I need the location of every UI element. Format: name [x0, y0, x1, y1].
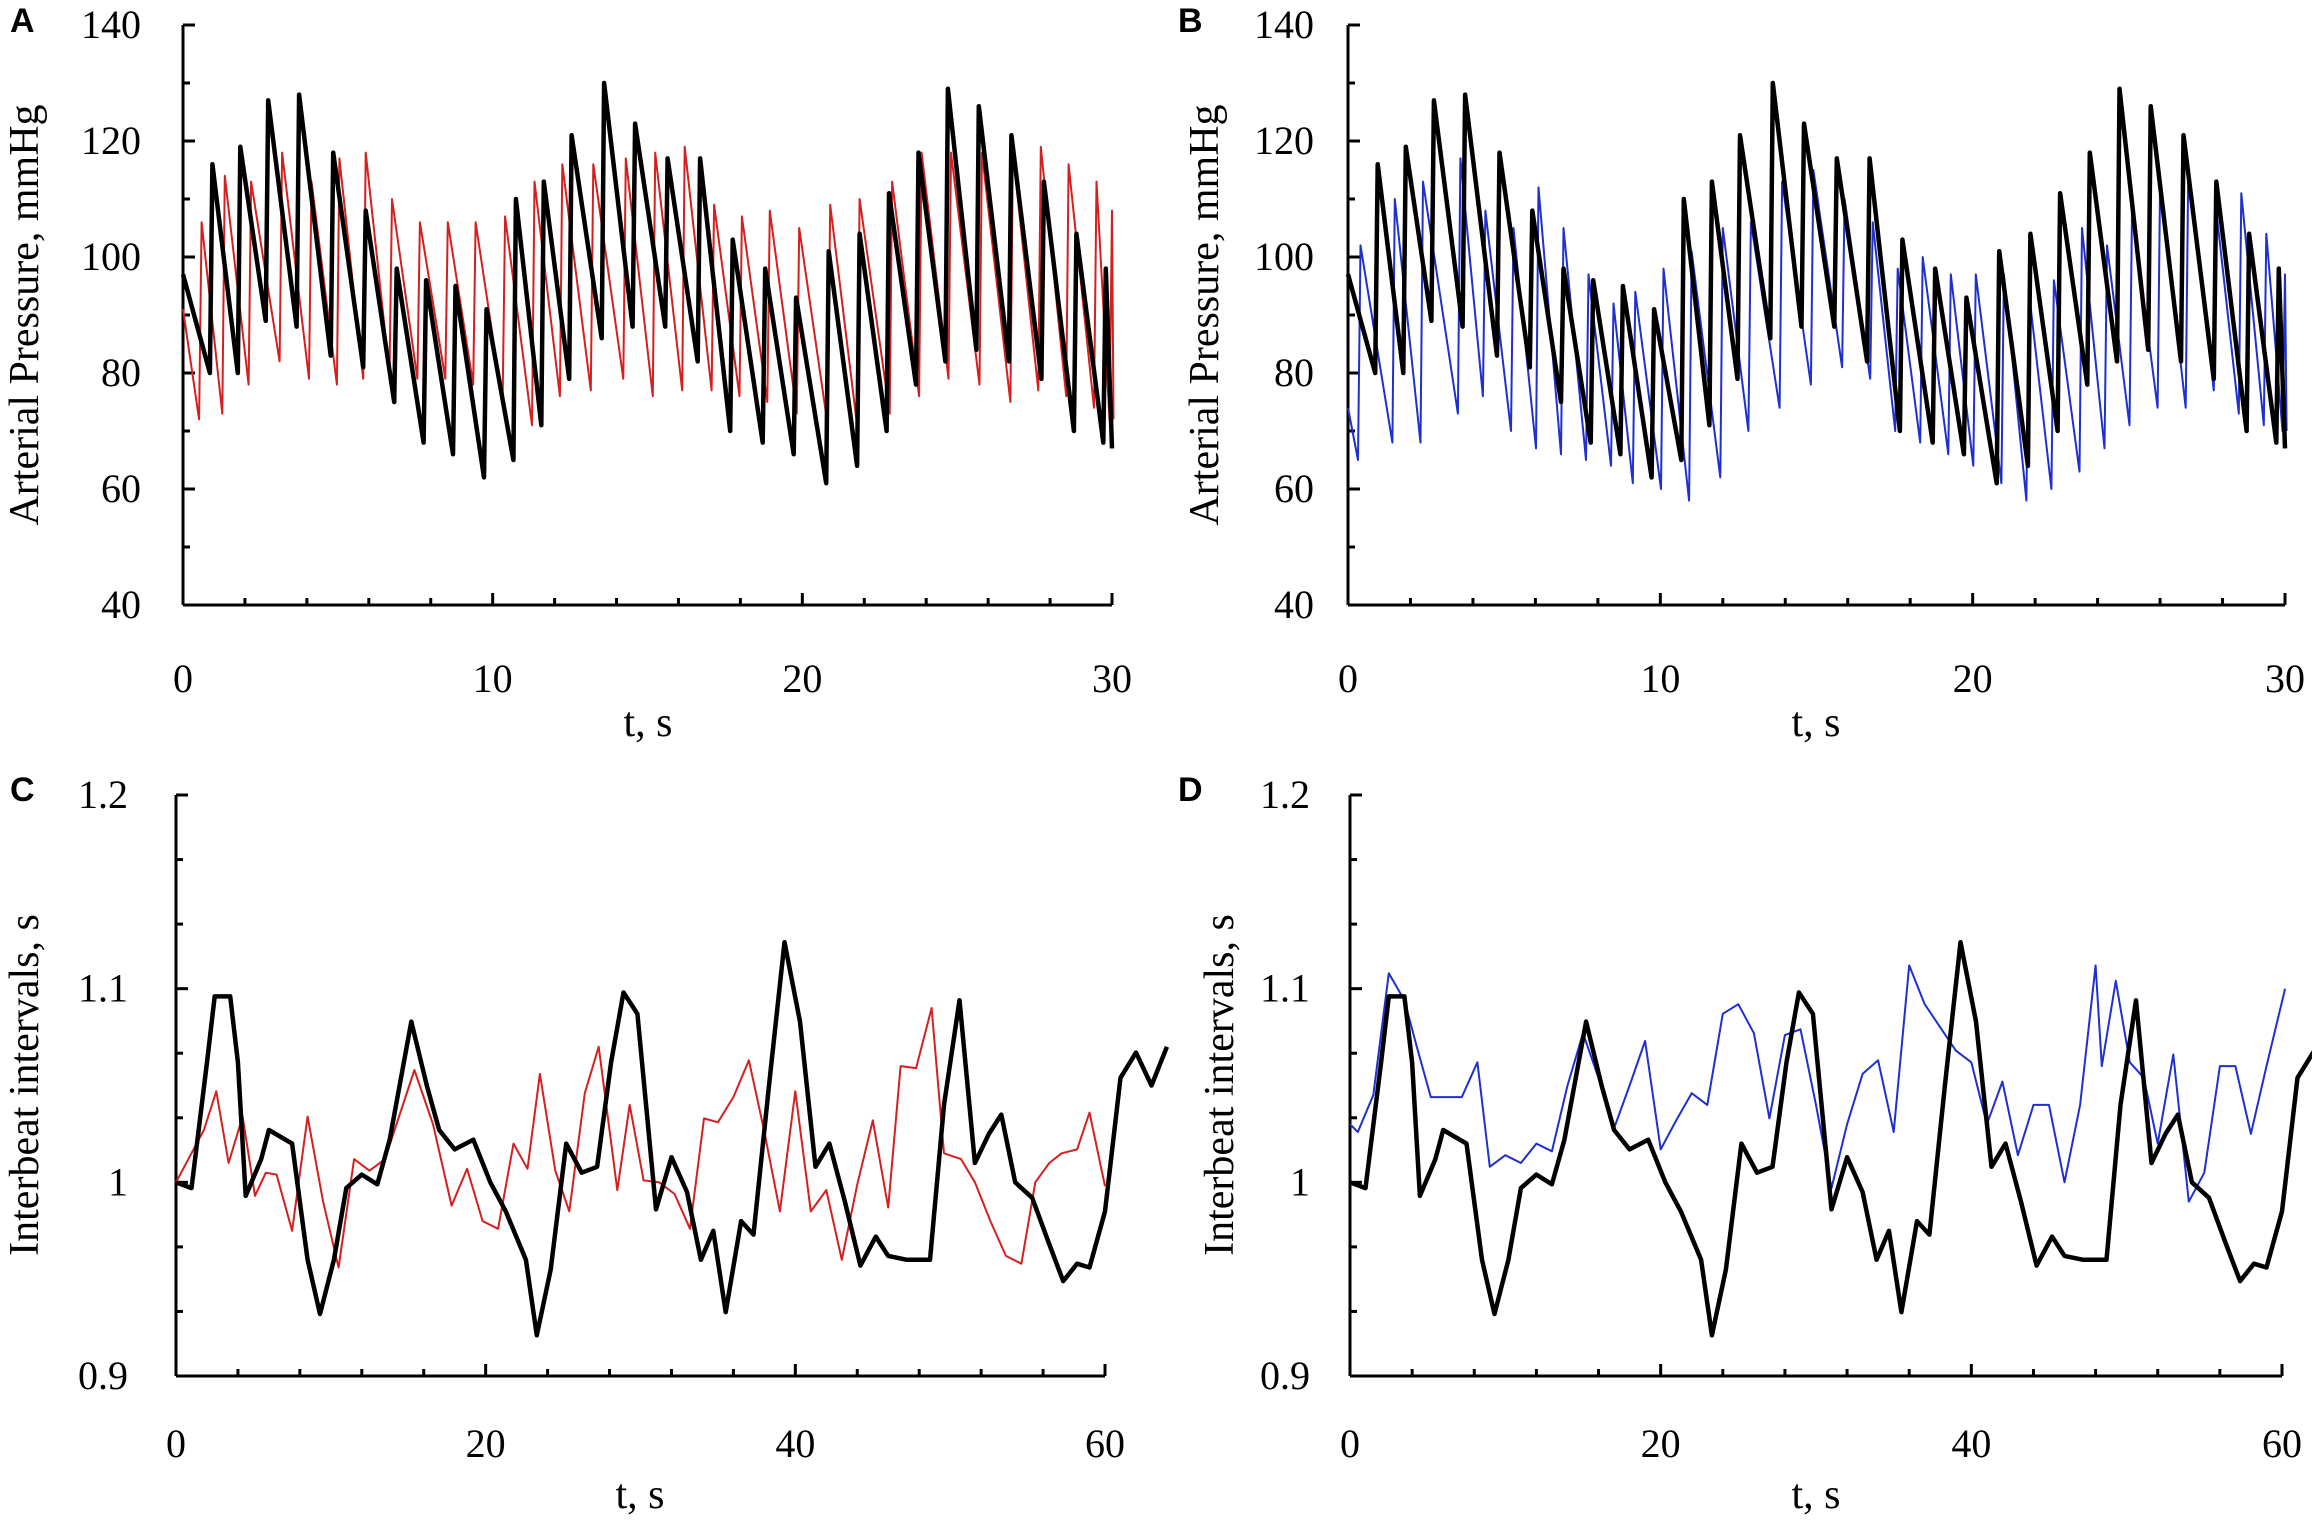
- panel-c-y-tick-label: 1: [108, 1159, 128, 1204]
- panel-c-x-tick-label: 0: [166, 1421, 186, 1466]
- panel-b-y-tick-label: 140: [1254, 2, 1314, 47]
- panel-d-y-tick-label: 1.2: [1260, 772, 1310, 817]
- panel-a-series-recorded: [180, 80, 1115, 486]
- panel-c-label: C: [10, 771, 35, 809]
- panel-a-y-tick-label: 80: [101, 350, 141, 395]
- panel-b-y-label: Arterial Pressure, mmHg: [1182, 104, 1228, 525]
- panel-d: D 0.9 1 1.1 1.2 0 20 40 60 t, s Interbeat interval…: [1178, 771, 2312, 1518]
- panel-b-y-tick-label: 80: [1274, 350, 1314, 395]
- panel-c-x-tick-label: 60: [1085, 1421, 1125, 1466]
- panel-d-x-tick-label: 0: [1340, 1421, 1360, 1466]
- panel-a-y-label: Arterial Pressure, mmHg: [2, 104, 48, 525]
- panel-c-y-label: Interbeat intervals, s: [2, 914, 48, 1256]
- panel-d-series-recorded: [1349, 939, 2312, 1338]
- panel-b-series-recorded: [1345, 80, 2288, 486]
- panel-d-y-tick-label: 1.1: [1260, 966, 1310, 1011]
- panel-a-x-tick-label: 30: [1092, 656, 1132, 701]
- panel-d-x-label: t, s: [1791, 1472, 1840, 1518]
- panel-a-x-label: t, s: [623, 700, 672, 746]
- panel-a: A 40 60 80 100 120 140 0 10 20 30 t, s Arterial Pres…: [2, 2, 1132, 746]
- panel-b-x-tick-label: 0: [1338, 656, 1358, 701]
- panel-b: B 40 60 80 100 120 140 0 10 20 30 t, s Arterial Pres…: [1178, 2, 2305, 746]
- panel-a-y-tick-label: 140: [81, 2, 141, 47]
- panel-c-y-tick-label: 1.1: [78, 966, 128, 1011]
- panel-a-series-model: [182, 145, 1115, 427]
- panel-c-x-label: t, s: [615, 1472, 664, 1518]
- panel-a-y-tick-label: 60: [101, 466, 141, 511]
- panel-b-y-tick-label: 120: [1254, 118, 1314, 163]
- panel-b-x-tick-label: 30: [2265, 656, 2305, 701]
- panel-d-y-tick-label: 0.9: [1260, 1353, 1310, 1398]
- panel-d-y-tick-label: 1: [1290, 1159, 1310, 1204]
- panel-d-series-model: [1349, 964, 2287, 1203]
- panel-b-x-tick-label: 10: [1640, 656, 1680, 701]
- panel-c-y-tick-label: 0.9: [78, 1353, 128, 1398]
- panel-d-x-tick-label: 40: [1951, 1421, 1991, 1466]
- panel-c-x-tick-label: 40: [775, 1421, 815, 1466]
- panel-c-series-recorded: [175, 939, 1169, 1338]
- panel-b-y-tick-label: 40: [1274, 582, 1314, 627]
- panel-a-y-tick-label: 40: [101, 582, 141, 627]
- panel-d-label: D: [1178, 771, 1203, 809]
- panel-d-y-label: Interbeat intervals, s: [1197, 914, 1243, 1256]
- panel-d-x-tick-label: 60: [2262, 1421, 2302, 1466]
- panel-b-y-tick-label: 60: [1274, 466, 1314, 511]
- panel-a-x-tick-label: 10: [473, 656, 513, 701]
- panel-c: C 0.9 1 1.1 1.2 0 20 40 60 t, s Interbeat interval…: [2, 771, 1169, 1518]
- panel-b-x-label: t, s: [1791, 700, 1840, 746]
- panel-a-y-tick-label: 100: [81, 234, 141, 279]
- panel-a-x-tick-label: 0: [173, 656, 193, 701]
- panel-a-y-tick-label: 120: [81, 118, 141, 163]
- panel-c-y-tick-label: 1.2: [78, 772, 128, 817]
- panel-b-label: B: [1178, 2, 1203, 40]
- panel-b-x-tick-label: 20: [1953, 656, 1993, 701]
- panel-b-y-tick-label: 100: [1254, 234, 1314, 279]
- panel-a-x-tick-label: 20: [782, 656, 822, 701]
- panel-a-label: A: [10, 2, 35, 40]
- panel-c-x-tick-label: 20: [466, 1421, 506, 1466]
- panel-d-x-tick-label: 20: [1641, 1421, 1681, 1466]
